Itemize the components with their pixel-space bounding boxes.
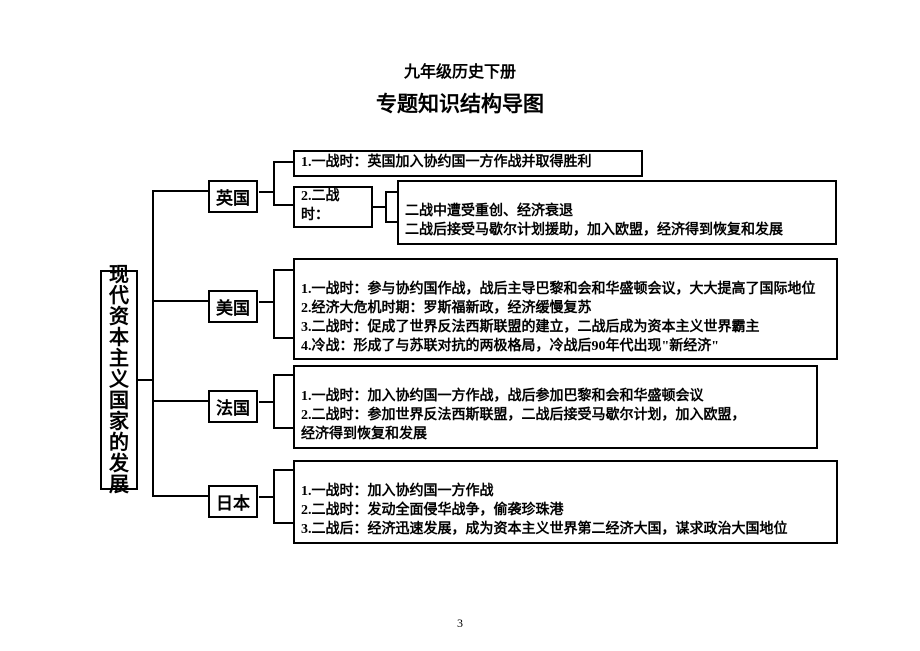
us-detail: 1.一战时：参与协约国作战，战后主导巴黎和会和华盛顿会议，大大提高了国际地位 2… bbox=[293, 258, 838, 360]
root-char: 代 bbox=[109, 286, 129, 307]
connector-line bbox=[373, 206, 385, 208]
root-char: 家 bbox=[109, 412, 129, 433]
connector-line bbox=[273, 522, 293, 524]
country-uk: 英国 bbox=[208, 180, 258, 213]
page-header: 九年级历史下册 专题知识结构导图 bbox=[0, 0, 920, 118]
connector-line bbox=[259, 301, 273, 303]
page-subtitle: 九年级历史下册 bbox=[0, 58, 920, 82]
fr-bracket bbox=[273, 374, 275, 429]
diagram-container: 现 代 资 本 主 义 国 家 的 发 展 英国 1.一战时：英国加入协约国一方… bbox=[100, 150, 840, 580]
uk-detail-1: 1.一战时：英国加入协约国一方作战并取得胜利 bbox=[293, 150, 643, 177]
root-char: 义 bbox=[109, 370, 129, 391]
detail-text: 1.一战时：参与协约国作战，战后主导巴黎和会和华盛顿会议，大大提高了国际地位 2… bbox=[301, 282, 816, 354]
root-node: 现 代 资 本 主 义 国 家 的 发 展 bbox=[100, 270, 138, 490]
page-title: 专题知识结构导图 bbox=[0, 88, 920, 118]
root-char: 发 bbox=[109, 454, 129, 475]
jp-bracket bbox=[273, 469, 275, 524]
jp-detail: 1.一战时：加入协约国一方作战 2.二战时：发动全面侵华战争，偷袭珍珠港 3.二… bbox=[293, 460, 838, 544]
connector-line bbox=[385, 221, 397, 223]
fr-detail: 1.一战时：加入协约国一方作战，战后参加巴黎和会和华盛顿会议 2.二战时：参加世… bbox=[293, 365, 818, 449]
uk-detail-2-label: 2.二战时： bbox=[293, 186, 373, 228]
page-number: 3 bbox=[0, 616, 920, 631]
detail-text: 1.一战时：英国加入协约国一方作战并取得胜利 bbox=[301, 155, 592, 170]
country-jp: 日本 bbox=[208, 485, 258, 518]
root-char: 现 bbox=[109, 265, 129, 286]
root-char: 的 bbox=[109, 433, 129, 454]
connector-line bbox=[138, 379, 152, 381]
connector-line bbox=[259, 191, 273, 193]
connector-line bbox=[152, 495, 208, 497]
connector-line bbox=[259, 496, 273, 498]
country-label: 日本 bbox=[216, 494, 250, 513]
root-char: 主 bbox=[109, 349, 129, 370]
connector-line bbox=[259, 401, 273, 403]
connector-line bbox=[273, 269, 293, 271]
connector-line bbox=[385, 191, 397, 193]
country-label: 美国 bbox=[216, 299, 250, 318]
connector-line bbox=[273, 204, 293, 206]
root-char: 国 bbox=[109, 391, 129, 412]
connector-line bbox=[152, 400, 208, 402]
connector-line bbox=[273, 337, 293, 339]
root-char: 展 bbox=[109, 475, 129, 496]
detail-text: 1.一战时：加入协约国一方作战，战后参加巴黎和会和华盛顿会议 2.二战时：参加世… bbox=[301, 389, 746, 442]
detail-text: 1.一战时：加入协约国一方作战 2.二战时：发动全面侵华战争，偷袭珍珠港 3.二… bbox=[301, 484, 788, 537]
country-us: 美国 bbox=[208, 290, 258, 323]
connector-line bbox=[152, 300, 208, 302]
uk-ww2-bracket bbox=[385, 191, 387, 223]
connector-line bbox=[273, 161, 293, 163]
country-label: 英国 bbox=[216, 189, 250, 208]
country-label: 法国 bbox=[216, 399, 250, 418]
connector-line bbox=[273, 469, 293, 471]
root-char: 资 bbox=[109, 307, 129, 328]
detail-text: 2.二战时： bbox=[301, 188, 365, 226]
main-bracket bbox=[152, 190, 154, 497]
connector-line bbox=[273, 374, 293, 376]
uk-bracket bbox=[273, 161, 275, 206]
us-bracket bbox=[273, 269, 275, 339]
detail-text: 二战中遭受重创、经济衰退 二战后接受马歇尔计划援助，加入欧盟，经济得到恢复和发展 bbox=[405, 204, 783, 238]
connector-line bbox=[273, 427, 293, 429]
uk-detail-2-content: 二战中遭受重创、经济衰退 二战后接受马歇尔计划援助，加入欧盟，经济得到恢复和发展 bbox=[397, 180, 837, 245]
connector-line bbox=[152, 190, 208, 192]
country-fr: 法国 bbox=[208, 390, 258, 423]
root-char: 本 bbox=[109, 328, 129, 349]
